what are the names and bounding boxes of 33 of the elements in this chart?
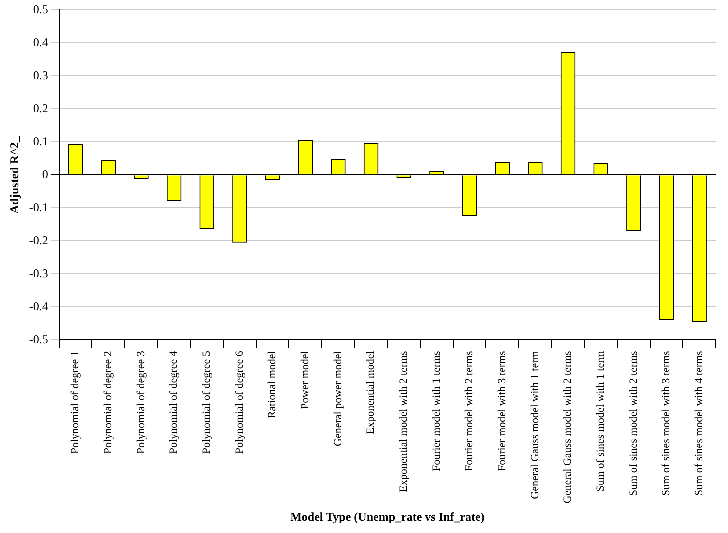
y-tick-label: 0.1 [33, 134, 48, 148]
x-tick-label: General Gauss model with 1 term [529, 350, 542, 500]
x-tick-label: Polynomial of degree 5 [201, 350, 214, 454]
y-tick-label: -0.3 [29, 266, 48, 280]
x-tick-label: Sum of sines model with 4 terms [693, 351, 706, 496]
x-tick-label: Exponential model with 2 terms [398, 351, 410, 492]
x-tick-label: Polynomial of degree 3 [135, 350, 148, 454]
x-tick-label: Fourier model with 2 terms [464, 351, 476, 472]
y-tick-label: -0.4 [29, 299, 48, 314]
y-tick-label: 0.3 [33, 68, 48, 82]
x-tick-label: Polynomial of degree 4 [168, 350, 180, 454]
y-tick-label: 0.4 [33, 35, 48, 50]
x-tick-label: Sum of sines model with 3 terms [660, 351, 673, 496]
x-tick-label: Polynomial of degree 1 [70, 351, 82, 454]
x-tick-label: Power model [300, 351, 312, 410]
x-tick-label: Fourier model with 1 terms [430, 351, 443, 472]
y-tick-label: 0 [42, 167, 48, 182]
x-tick-label: Polynomial of degree 6 [234, 350, 246, 454]
x-tick-label: General Gauss model with 2 terms [562, 351, 574, 504]
x-tick-label: Polynomial of degree 2 [102, 351, 115, 454]
x-tick-label: Sum of sines model with 1 term [594, 350, 607, 492]
x-tick-label: Fourier model with 3 terms [496, 351, 508, 472]
y-tick-label: -0.2 [29, 233, 48, 248]
x-tick-label: Rational model [266, 351, 279, 419]
y-tick-label: 0.5 [33, 2, 48, 16]
y-tick-label: -0.1 [29, 200, 48, 214]
x-tick-label: Sum of sines model with 2 terms [628, 351, 640, 496]
y-tick-label: -0.5 [29, 332, 48, 346]
y-tick-label: 0.2 [33, 101, 48, 116]
x-tick-label: Exponential model [365, 351, 378, 435]
x-axis-title: Model Type (Unemp_rate vs Inf_rate) [290, 510, 485, 524]
x-tick-label: General power model [332, 351, 344, 446]
y-axis-title: Adjusted R^2_ [7, 136, 22, 214]
